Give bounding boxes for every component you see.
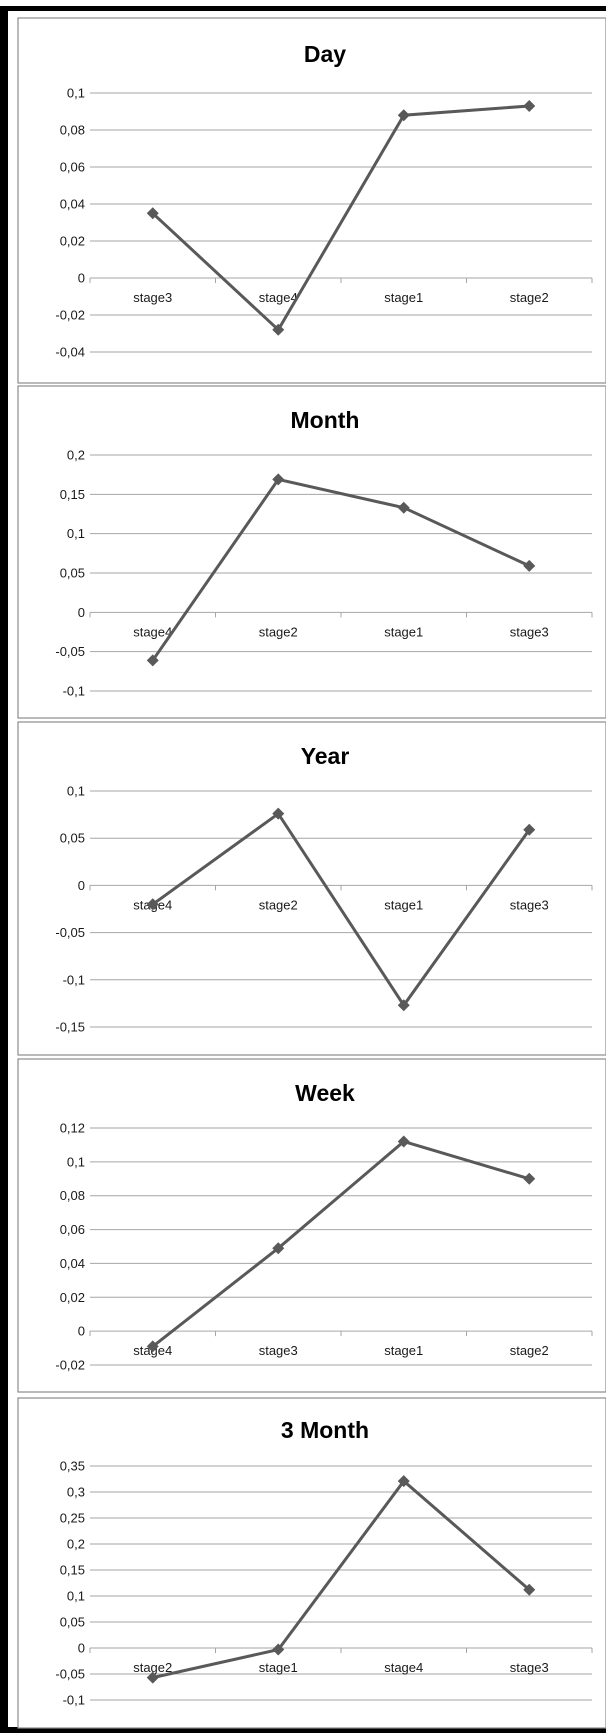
y-tick-label: 0,15 [60,1563,85,1578]
y-tick-label: 0,1 [67,784,85,799]
y-tick-label: 0,12 [60,1121,85,1136]
y-tick-label: 0,06 [60,160,85,175]
x-tick-label: stage2 [259,897,298,912]
y-tick-label: 0,02 [60,1290,85,1305]
y-tick-label: 0 [78,605,85,620]
x-tick-label: stage1 [384,897,423,912]
x-tick-label: stage3 [510,897,549,912]
data-point-marker [523,99,536,112]
y-tick-label: 0,2 [67,448,85,463]
y-tick-label: 0,04 [60,197,85,212]
y-tick-label: 0 [78,271,85,286]
y-tick-label: -0,02 [55,1358,85,1373]
y-tick-label: 0,05 [60,566,85,581]
y-tick-label: 0,05 [60,1615,85,1630]
data-point-marker [146,898,159,911]
data-point-marker [272,1242,285,1255]
y-tick-label: -0,05 [55,1667,85,1682]
y-tick-label: 0,04 [60,1256,85,1271]
data-point-marker [272,323,285,336]
y-tick-label: 0 [78,878,85,893]
data-point-marker [523,1172,536,1185]
data-point-marker [272,1643,285,1656]
y-tick-label: -0,1 [63,684,85,699]
x-tick-label: stage1 [259,1660,298,1675]
chart-panel-border [17,1058,606,1393]
chart-panel-border [17,721,606,1056]
data-point-marker [397,501,410,514]
chart-title: Month [291,407,360,433]
chart-panel-border [17,385,606,719]
y-tick-label: 0,2 [67,1537,85,1552]
x-tick-label: stage3 [259,1343,298,1358]
chart-panel-border [17,17,606,384]
chart-panel-1: Month 0,2 0,15 0,1 0,05 0 -0,05 -0,1 stage4 stage… [17,385,606,719]
y-tick-label: -0,04 [55,345,85,360]
chart-title: Year [301,743,350,769]
x-tick-label: stage1 [384,290,423,305]
data-point-marker [146,1340,159,1353]
y-tick-label: -0,05 [55,644,85,659]
y-tick-label: -0,1 [63,972,85,987]
chart-panel-4: 3 Month 0,35 0,3 0,25 0,2 0,15 0,1 0,05 0 -0,05 -0… [17,1397,606,1729]
y-tick-label: -0,1 [63,1693,85,1708]
y-tick-label: 0,1 [67,1154,85,1169]
data-point-marker [523,559,536,572]
series-line [151,477,530,662]
x-tick-label: stage4 [259,290,298,305]
y-tick-label: 0,35 [60,1459,85,1474]
x-tick-label: stage3 [133,290,172,305]
outer-frame [0,6,606,1733]
data-point-marker [523,1583,536,1596]
y-tick-label: 0 [78,1641,85,1656]
series-line [151,811,531,1008]
x-tick-label: stage4 [384,1660,423,1675]
chart-title: Week [295,1080,355,1106]
y-tick-label: 0,1 [67,526,85,541]
x-tick-label: stage1 [384,1343,423,1358]
y-tick-label: 0,25 [60,1511,85,1526]
data-point-marker [397,1475,410,1488]
y-tick-label: -0,02 [55,308,85,323]
data-point-marker [272,807,285,820]
data-point-marker [272,473,285,486]
chart-title: 3 Month [281,1417,369,1443]
y-tick-label: 0,08 [60,1188,85,1203]
x-tick-label: stage3 [510,624,549,639]
x-tick-label: stage4 [133,624,172,639]
x-tick-label: stage1 [384,624,423,639]
x-tick-label: stage2 [510,1343,549,1358]
chart-panel-3: Week0,120,10,080,060,040,020-0,02stage4s… [17,1058,606,1393]
series-line [151,104,530,333]
y-tick-label: 0,02 [60,234,85,249]
y-tick-label: -0,15 [55,1020,85,1035]
data-point-marker [397,109,410,122]
x-tick-label: stage3 [510,1660,549,1675]
series-line [151,1139,530,1348]
y-tick-label: 0,3 [67,1485,85,1500]
data-point-marker [146,1671,159,1684]
x-tick-label: stage2 [133,1660,172,1675]
y-tick-label: 0,08 [60,123,85,138]
y-tick-label: 0,1 [67,1589,85,1604]
chart-panel-0: Day 0,1 0,08 0,06 0,04 0,02 0 -0,02 -0,04 stage3 s… [17,17,606,384]
chart-panel-border [17,1397,606,1729]
series-line [152,1478,531,1680]
chart-panel-2: Year0,10,050-0,05-0,1-0,15stage4stage2st… [17,721,606,1056]
y-tick-label: 0,05 [60,831,85,846]
data-point-marker [146,207,159,220]
y-tick-label: 0 [78,1324,85,1339]
y-tick-label: 0,1 [67,86,85,101]
y-tick-label: -0,05 [55,925,85,940]
x-tick-label: stage2 [510,290,549,305]
data-point-marker [146,654,159,667]
chart-title: Day [304,41,346,67]
data-point-marker [397,999,410,1012]
x-tick-label: stage2 [259,624,298,639]
y-tick-label: 0,15 [60,487,85,502]
y-tick-label: 0,06 [60,1222,85,1237]
data-point-marker [523,823,536,836]
data-point-marker [397,1135,410,1148]
